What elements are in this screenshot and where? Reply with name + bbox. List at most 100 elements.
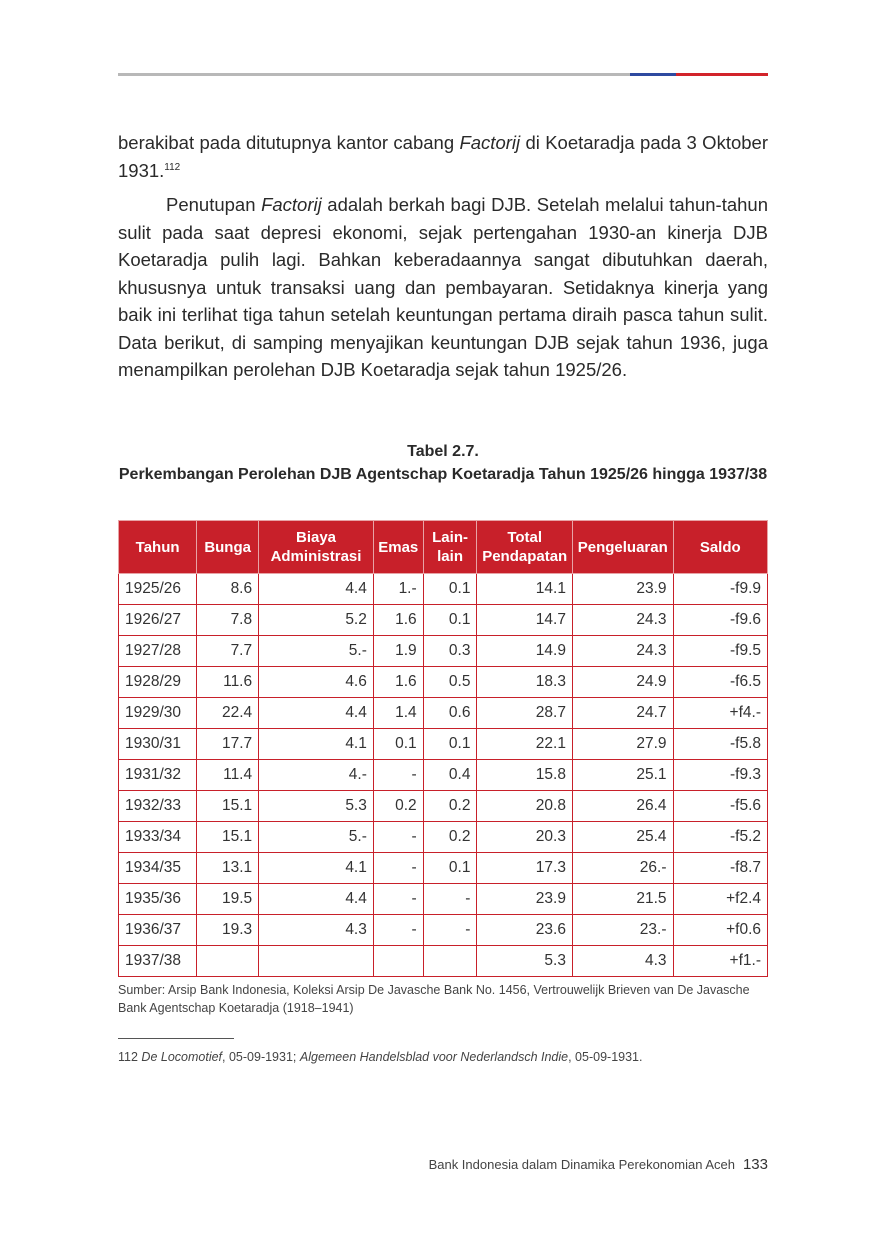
- table-cell: 14.7: [476, 604, 573, 636]
- table-cell: -f5.2: [672, 821, 769, 853]
- table-cell: 20.3: [476, 821, 573, 853]
- table-cell: 4.4: [258, 697, 374, 729]
- table-cell: 20.8: [476, 790, 573, 822]
- table-cell: 1926/27: [117, 604, 198, 636]
- table-cell: -: [372, 883, 424, 915]
- table-cell: [258, 945, 374, 977]
- header-bunga: Bunga: [196, 520, 260, 574]
- header-tahun: Tahun: [117, 520, 198, 574]
- table-cell: 23.9: [571, 573, 674, 605]
- table-cell: 4.6: [258, 666, 374, 698]
- running-footer: Bank Indonesia dalam Dinamika Perekonomi…: [429, 1156, 768, 1173]
- table-cell: -: [372, 914, 424, 946]
- table-cell: 1935/36: [117, 883, 198, 915]
- body-text: berakibat pada ditutupnya kantor cabang …: [118, 129, 768, 384]
- table-cell: 0.3: [422, 635, 478, 667]
- table-cell: 24.3: [571, 635, 674, 667]
- table-caption: Tabel 2.7. Perkembangan Perolehan DJB Ag…: [118, 440, 768, 486]
- table-cell: [196, 945, 260, 977]
- table-cell: 0.2: [422, 821, 478, 853]
- table-row: 1925/26 8.6 4.4 1.- 0.1 14.1 23.9 -f9.9: [117, 573, 769, 605]
- table-cell: 28.7: [476, 697, 573, 729]
- table-cell: 1.-: [372, 573, 424, 605]
- table-cell: 23.-: [571, 914, 674, 946]
- table-cell: 15.1: [196, 821, 260, 853]
- table-cell: -: [422, 914, 478, 946]
- table-cell: 18.3: [476, 666, 573, 698]
- table-cell: 17.7: [196, 728, 260, 760]
- table-cell: 1936/37: [117, 914, 198, 946]
- table-cell: 1.6: [372, 666, 424, 698]
- table-cell: 11.6: [196, 666, 260, 698]
- footnote-divider: [118, 1038, 234, 1039]
- table-cell: 4.4: [258, 573, 374, 605]
- table-body: 1925/26 8.6 4.4 1.- 0.1 14.1 23.9 -f9.9 1926/27 7…: [117, 573, 769, 977]
- header-rule-gray: [118, 73, 630, 76]
- table-cell: 21.5: [571, 883, 674, 915]
- table-row: 1936/37 19.3 4.3- -23.6 23.- +f0.6: [117, 914, 769, 946]
- table-cell: -f5.6: [672, 790, 769, 822]
- table-cell: 0.1: [372, 728, 424, 760]
- table-cell: 15.1: [196, 790, 260, 822]
- table-cell: -f9.6: [672, 604, 769, 636]
- footnote: 112 De Locomotief, 05-09-1931; Algemeen …: [118, 1050, 643, 1064]
- table-cell: 1925/26: [117, 573, 198, 605]
- table-cell: 22.1: [476, 728, 573, 760]
- table-cell: 1.4: [372, 697, 424, 729]
- table-cell: [422, 945, 478, 977]
- table-cell: +f4.-: [672, 697, 769, 729]
- header-biaya-administrasi: Biaya Administrasi: [258, 520, 374, 574]
- table-cell: 8.6: [196, 573, 260, 605]
- table-row: 1933/34 15.1 5.- -0.2 20.3 25.4 -f5.2: [117, 821, 769, 853]
- table-cell: 27.9: [571, 728, 674, 760]
- table-cell: 1.9: [372, 635, 424, 667]
- footnote-ref[interactable]: 112: [164, 161, 181, 173]
- table-row: 1929/30 22.4 4.4 1.4 0.6 28.7 24.7 +f4.-: [117, 697, 769, 729]
- table-cell: -: [372, 759, 424, 791]
- table-cell: -f5.8: [672, 728, 769, 760]
- table-number: Tabel 2.7.: [407, 443, 479, 460]
- table-cell: 0.1: [422, 728, 478, 760]
- header-lain-lain: Lain-lain: [422, 520, 478, 574]
- table-row: 1935/36 19.5 4.4- -23.9 21.5 +f2.4: [117, 883, 769, 915]
- table-row: 1937/38 5.3 4.3 +f1.-: [117, 945, 769, 977]
- table-cell: 4.1: [258, 852, 374, 884]
- paragraph-2: Penutupan Factorij adalah berkah bagi DJ…: [118, 194, 768, 380]
- table-row: 1928/29 11.6 4.6 1.6 0.5 18.3 24.9 -f6.5: [117, 666, 769, 698]
- table-cell: 26.-: [571, 852, 674, 884]
- table-cell: 1937/38: [117, 945, 198, 977]
- table-cell: 4.1: [258, 728, 374, 760]
- table-cell: 14.1: [476, 573, 573, 605]
- table-cell: 13.1: [196, 852, 260, 884]
- table-cell: 15.8: [476, 759, 573, 791]
- table-row: 1931/32 11.4 4.- -0.4 15.8 25.1 -f9.3: [117, 759, 769, 791]
- table-cell: 1932/33: [117, 790, 198, 822]
- table-header-row: Tahun Bunga Biaya Administrasi Emas Lain-…: [117, 520, 769, 574]
- revenue-table: Tahun Bunga Biaya Administrasi Emas Lain-…: [117, 520, 769, 977]
- table-cell: 4.-: [258, 759, 374, 791]
- header-rule-red: [676, 73, 768, 76]
- table-cell: 4.3: [571, 945, 674, 977]
- table-cell: 0.2: [422, 790, 478, 822]
- table-cell: -f8.7: [672, 852, 769, 884]
- table-cell: 7.7: [196, 635, 260, 667]
- table-cell: 24.7: [571, 697, 674, 729]
- table-cell: 24.9: [571, 666, 674, 698]
- table-cell: 1930/31: [117, 728, 198, 760]
- table-cell: 22.4: [196, 697, 260, 729]
- table-cell: 11.4: [196, 759, 260, 791]
- table-cell: -: [422, 883, 478, 915]
- table-cell: 0.5: [422, 666, 478, 698]
- table-cell: 7.8: [196, 604, 260, 636]
- table-cell: 0.4: [422, 759, 478, 791]
- table-cell: 0.1: [422, 573, 478, 605]
- table-cell: -f9.3: [672, 759, 769, 791]
- header-rule-blue: [630, 73, 676, 76]
- table-cell: 24.3: [571, 604, 674, 636]
- table-cell: 25.4: [571, 821, 674, 853]
- table-cell: -: [372, 821, 424, 853]
- table-cell: 1927/28: [117, 635, 198, 667]
- table-cell: 23.9: [476, 883, 573, 915]
- table-cell: -f9.9: [672, 573, 769, 605]
- table-cell: 14.9: [476, 635, 573, 667]
